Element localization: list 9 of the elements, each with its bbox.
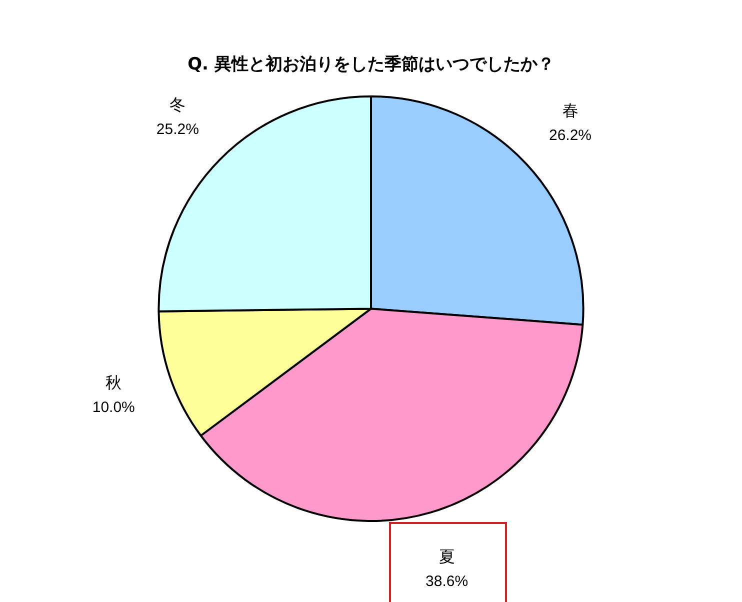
- slice-label: 夏: [438, 546, 455, 566]
- slice-label: 春: [562, 101, 578, 120]
- data-label: 10.0%: [92, 399, 135, 416]
- data-label: 26.2%: [548, 127, 592, 144]
- chart-title: Q. 異性と初お泊りをした季節はいつでしたか？: [188, 54, 554, 75]
- slice-label: 秋: [106, 373, 122, 392]
- data-label: 38.6%: [426, 572, 468, 590]
- slice-label: 冬: [170, 94, 186, 114]
- data-label: 25.2%: [156, 120, 199, 138]
